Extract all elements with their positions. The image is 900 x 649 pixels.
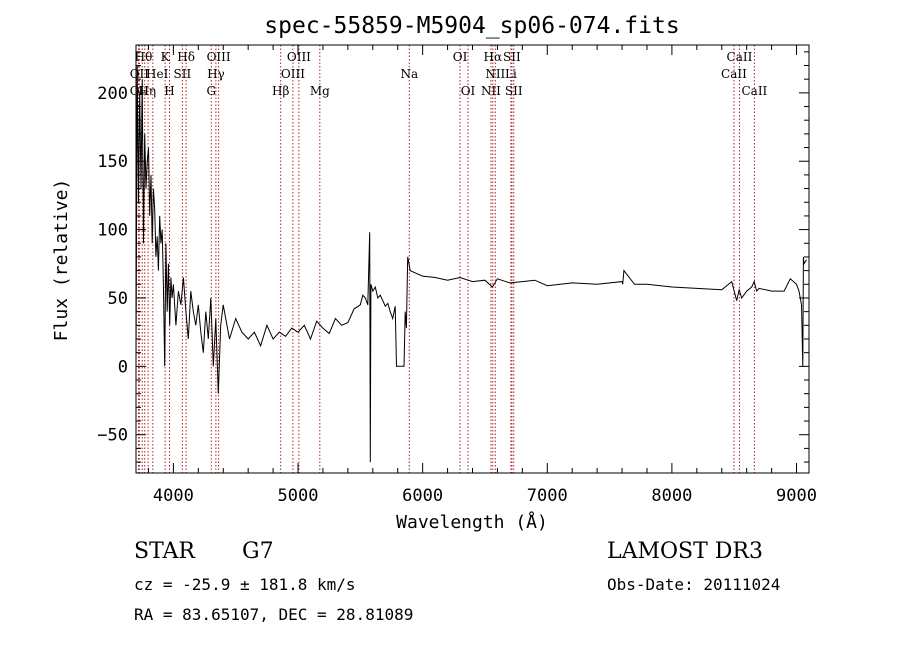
line-label: Li	[505, 67, 517, 81]
line-label: OI	[461, 84, 476, 98]
axis-ticks: 4000 5000 6000 7000 8000 9000 −50 0 50 100 150 200	[97, 45, 817, 506]
survey-name: LAMOST DR3	[607, 539, 763, 564]
x-tick-label: 8000	[651, 486, 692, 506]
x-tick-label: 9000	[776, 486, 817, 506]
line-label: K	[161, 50, 171, 64]
line-label: H	[164, 84, 174, 98]
line-label: SII	[503, 50, 521, 64]
x-tick-label: 4000	[153, 486, 194, 506]
line-label: OII	[130, 67, 150, 81]
x-tick-label: 7000	[527, 486, 568, 506]
line-label: CaII	[741, 84, 767, 98]
line-label: OIII	[207, 50, 231, 64]
spectral-line-markers	[137, 45, 755, 473]
coordinates-readout: RA = 83.65107, DEC = 28.81089	[134, 605, 414, 624]
line-label: Na	[400, 67, 418, 81]
observation-date: Obs-Date: 20111024	[607, 575, 781, 594]
line-label: OIII	[281, 67, 305, 81]
line-label: HeI	[146, 67, 169, 81]
line-label: Hθ	[135, 50, 153, 64]
line-label: Hδ	[177, 50, 195, 64]
x-tick-label: 6000	[402, 486, 443, 506]
y-tick-label: 100	[97, 221, 128, 241]
line-label: NII	[481, 84, 501, 98]
y-tick-label: −50	[97, 426, 128, 446]
y-tick-label: 50	[108, 289, 128, 309]
object-class: STAR	[134, 539, 195, 564]
line-label: Hβ	[272, 84, 289, 98]
line-label: NII	[485, 67, 505, 81]
line-label: OIII	[287, 50, 311, 64]
line-label: SII	[505, 84, 523, 98]
flux-series-line	[135, 65, 807, 463]
chart-title: spec-55859-M5904_sp06-074.fits	[264, 13, 679, 39]
line-label: Mg	[310, 84, 330, 98]
velocity-readout: cz = -25.9 ± 181.8 km/s	[134, 575, 356, 594]
line-label: Hη	[138, 84, 156, 98]
plot-frame	[135, 44, 810, 474]
x-axis-label: Wavelength (Å)	[396, 511, 548, 533]
line-label: OII	[130, 84, 150, 98]
y-tick-label: 200	[97, 84, 128, 104]
y-tick-label: 0	[118, 357, 128, 377]
line-label: Hα	[484, 50, 503, 64]
line-label: SII	[174, 67, 192, 81]
line-label: Hγ	[207, 67, 225, 81]
y-tick-label: 150	[97, 152, 128, 172]
x-tick-label: 5000	[278, 486, 319, 506]
y-axis-label: Flux (relative)	[51, 179, 72, 342]
object-subclass: G7	[242, 539, 274, 564]
line-label: OI	[453, 50, 468, 64]
line-label: CaII	[727, 50, 753, 64]
line-label: G	[206, 84, 216, 98]
line-label: CaII	[721, 67, 747, 81]
